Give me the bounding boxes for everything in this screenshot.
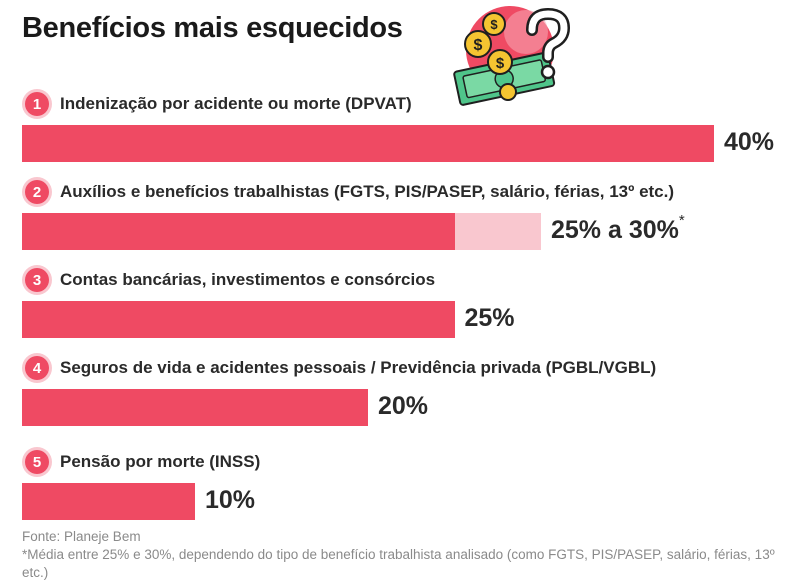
value-label: 40% [724, 128, 775, 156]
svg-text:$: $ [474, 37, 483, 54]
category-label: Seguros de vida e acidentes pessoais / P… [60, 358, 657, 377]
value-label: 10% [205, 486, 256, 514]
footnote: *Média entre 25% e 30%, dependendo do ti… [22, 547, 775, 580]
svg-text:$: $ [490, 17, 498, 32]
chart-title: Benefícios mais esquecidos [22, 12, 403, 44]
footnote-mark: * [678, 212, 685, 229]
value-label: 25% [464, 304, 515, 332]
bar [22, 389, 368, 426]
svg-text:$: $ [496, 55, 505, 72]
bar [22, 483, 195, 520]
bar [22, 125, 714, 162]
source-note: Fonte: Planeje Bem [22, 529, 141, 544]
money-question-icon: $ $ $ [453, 6, 571, 106]
bar [22, 213, 455, 250]
value-label: 25% a 30%* [551, 212, 685, 244]
rank-badge: 5 [25, 450, 49, 474]
category-label: Pensão por morte (INSS) [60, 452, 261, 471]
category-label: Contas bancárias, investimentos e consór… [60, 270, 436, 289]
rank-badge: 1 [25, 92, 49, 116]
rank-badge: 3 [25, 268, 49, 292]
rank-badge: 4 [25, 356, 49, 380]
bar [22, 301, 455, 338]
rank-badge: 2 [25, 180, 49, 204]
value-label: 20% [378, 392, 429, 420]
category-label: Indenização por acidente ou morte (DPVAT… [60, 94, 412, 113]
category-label: Auxílios e benefícios trabalhistas (FGTS… [60, 182, 675, 201]
